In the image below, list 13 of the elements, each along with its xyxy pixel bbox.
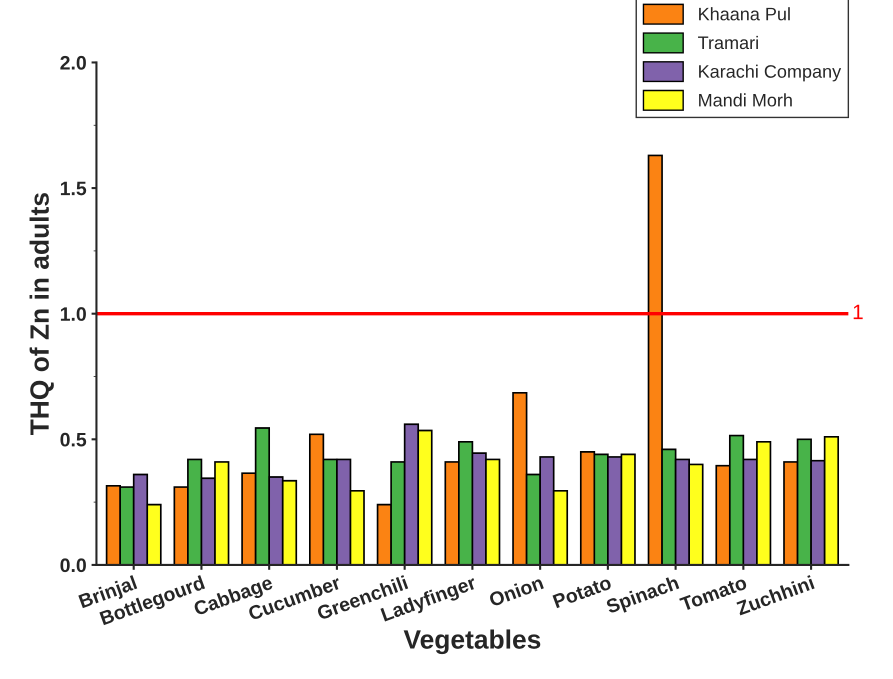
y-tick-label: 1.0	[60, 307, 86, 321]
legend-label: Mandi Morh	[699, 93, 792, 107]
y-tick-label: 1.5	[60, 182, 86, 196]
y-tick-label: 0.0	[60, 558, 86, 572]
y-tick-label: 2.0	[60, 56, 86, 70]
x-tick-label: Onion	[488, 575, 544, 608]
x-axis-title: Vegetables	[404, 629, 540, 654]
ref-line-label: 1	[854, 304, 863, 320]
y-axis-title: THQ of Zn in adults	[30, 193, 54, 436]
legend-label: Karachi Company	[699, 64, 842, 82]
y-tick-label: 0.5	[60, 432, 86, 447]
legend-label: Khaana Pul	[699, 7, 790, 20]
legend-label: Tramari	[698, 36, 758, 50]
